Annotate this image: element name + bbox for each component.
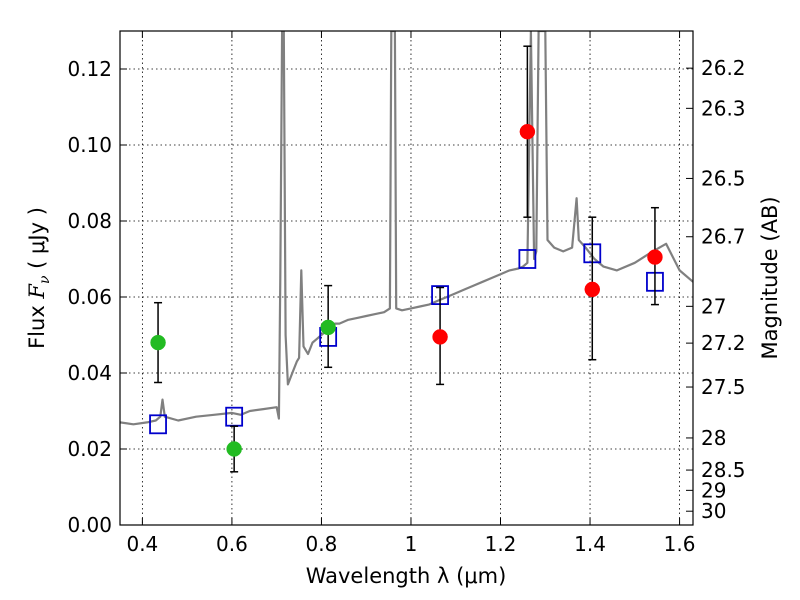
x-axis-label: Wavelength λ (μm) (306, 564, 507, 588)
y-label-subscript: ν (37, 275, 53, 284)
circle-marker (226, 441, 242, 457)
circle-marker (432, 329, 448, 345)
circle-marker (647, 249, 663, 265)
y-tick-label: 0.06 (67, 285, 112, 309)
square-marker (149, 414, 167, 435)
mag-tick-label: 26.5 (701, 166, 746, 190)
square-marker (518, 249, 537, 269)
y-tick-label: 0.12 (67, 57, 112, 81)
circle-marker (150, 334, 166, 351)
plot-frame (119, 30, 694, 526)
y-label-unit: ( μJy ) (25, 207, 49, 275)
x-tick-label: 0.6 (216, 532, 248, 556)
mag-tick-label: 29 (701, 478, 726, 502)
y-tick-label: 0.02 (67, 437, 112, 461)
circle-marker (519, 123, 536, 140)
y-axis-label-left: Flux Fν ( μJy ) (25, 207, 53, 349)
mag-tick-label: 27.5 (701, 375, 746, 399)
x-tick-label: 1.2 (485, 532, 517, 556)
x-tick-label: 0.4 (126, 532, 158, 556)
y-label-prefix: Flux (25, 299, 49, 349)
circle-marker (584, 281, 601, 298)
mag-tick-label: 26.3 (701, 96, 746, 120)
mag-tick-label: 30 (701, 499, 726, 523)
y-tick-label: 0.10 (67, 133, 112, 157)
axis-ticks: 0.4 0.6 0.8 1 1.2 1.4 1.6 0.00 0.02 0.04 0.06 0.08 0… (67, 31, 746, 556)
mag-tick-label: 28 (701, 426, 726, 450)
spectrum-line (120, 31, 693, 426)
mag-tick-label: 27.2 (701, 331, 746, 355)
y-axis-label-right: Magnitude (AB) (758, 196, 782, 359)
circle-marker (320, 319, 336, 336)
square-marker (225, 406, 244, 427)
mag-tick-label: 28.5 (701, 458, 746, 482)
model-spectrum (120, 31, 693, 426)
y-tick-label: 0.08 (67, 209, 112, 233)
x-tick-label: 1.6 (664, 532, 696, 556)
y-label-symbol: F (25, 283, 49, 300)
x-tick-label: 1 (405, 532, 418, 556)
mag-tick-label: 26.2 (701, 56, 746, 80)
grid (120, 31, 693, 526)
mag-tick-label: 26.7 (701, 225, 746, 249)
x-tick-label: 1.4 (574, 532, 606, 556)
data-markers (149, 45, 664, 473)
y-tick-label: 0.00 (67, 513, 112, 537)
x-tick-label: 0.8 (306, 532, 338, 556)
mag-tick-label: 27 (701, 294, 726, 318)
y-tick-label: 0.04 (67, 361, 112, 385)
